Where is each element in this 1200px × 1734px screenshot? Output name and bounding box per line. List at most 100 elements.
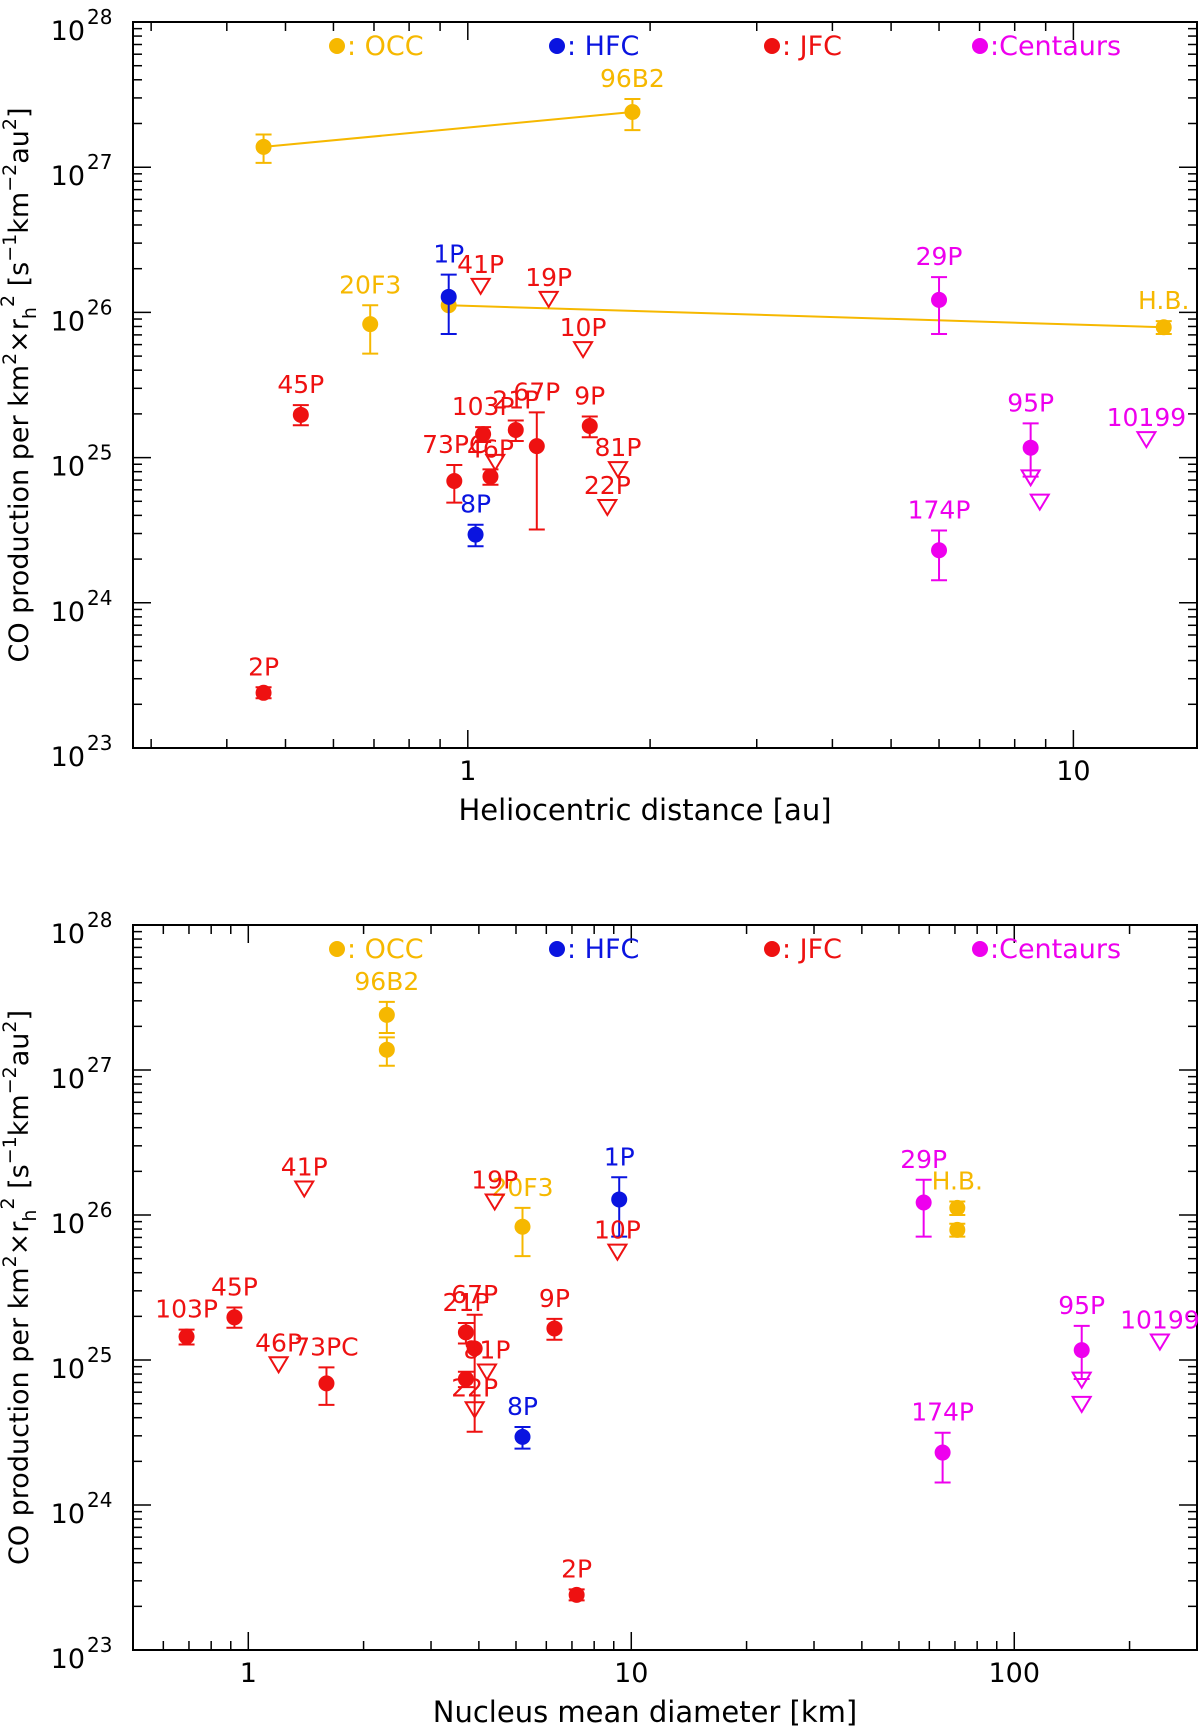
data-label: 10199 [1120,1306,1200,1335]
y-tick-exponent: 28 [87,908,112,932]
legend-entry-hfc: : HFC [549,31,639,62]
upper-limit-marker [606,1243,629,1262]
data-point-jfc: 46P [255,1328,302,1375]
data-marker [255,138,272,155]
data-point-occ [378,1036,395,1067]
upper-limit-marker [1149,1333,1171,1352]
series-line [448,304,1164,329]
data-point-jfc: 10P [560,313,607,360]
y-tick-exponent: 28 [87,5,112,29]
x-axis-label: Nucleus mean diameter [km] [433,1695,857,1729]
y-tick-base: 10 [51,306,85,337]
data-label: 2P [561,1554,592,1583]
y-tick-exponent: 24 [87,586,112,610]
data-label: 73PC [294,1332,358,1361]
legend-marker [329,941,345,957]
data-label: 1P [433,240,464,269]
data-marker [446,472,463,489]
y-label-unit: ] [4,107,35,118]
data-marker [568,1586,585,1603]
data-label: 41P [457,250,504,279]
legend-label: :Centaurs [990,31,1121,62]
y-label-sup: 2 [0,353,21,365]
data-label: H.B. [1138,286,1189,315]
data-marker [475,426,492,443]
upper-limit-marker [1070,1371,1093,1390]
y-label-sup: 2 [0,1255,21,1267]
y-label-text: ×r [4,318,35,353]
legend-entry-jfc: : JFC [764,934,842,965]
y-label-unit: [s [4,262,35,295]
upper-limit-marker [293,1180,316,1199]
y-tick-exponent: 24 [87,1488,112,1512]
y-tick-label: 10 [51,919,85,950]
y-label-sup: −1 [0,1136,21,1164]
data-label: 95P [1007,388,1054,417]
data-marker [1022,439,1039,456]
y-tick-label: 10 [51,1644,85,1675]
legend-marker [329,38,345,54]
data-label: 46P [255,1328,302,1357]
data-point-centaurs: 95P [1058,1291,1105,1380]
data-label: 96B2 [354,967,419,996]
data-marker [611,1191,628,1208]
data-point-jfc: 45P [211,1273,258,1329]
y-tick-exponent: 25 [87,441,112,465]
y-tick-exponent: 26 [87,1198,112,1222]
y-tick-base: 10 [51,161,85,192]
data-point-jfc: 73PC [294,1332,359,1406]
data-label: 8P [507,1392,538,1421]
data-point-jfc: 19P [525,263,572,309]
data-point-occ [255,133,272,164]
y-label-unit: km [4,1094,35,1136]
legend-entry-centaurs: :Centaurs [972,31,1121,62]
legend-entry-occ: : OCC [329,934,424,965]
data-label: 10P [560,313,607,342]
y-tick-base: 10 [51,1354,85,1385]
data-marker [1155,319,1172,336]
data-point-jfc: 9P [539,1284,570,1341]
data-label: 22P [584,471,631,500]
legend-label: : OCC [347,934,424,965]
data-point-occ: 20F3 [339,270,401,355]
y-label-sub: h [19,307,41,319]
data-point-centaurs [1070,1395,1093,1414]
data-label: 96B2 [600,64,665,93]
data-label: 19P [525,263,572,292]
y-label-sub: h [19,1210,41,1222]
upper-limit-marker [463,1401,486,1420]
data-point-centaurs [1019,469,1042,488]
data-marker [528,438,545,455]
y-tick-label: 10 [51,742,85,773]
legend-entry-occ: : OCC [329,31,424,62]
legend-label: :Centaurs [990,934,1121,965]
data-point-jfc: 2P [561,1554,592,1603]
upper-limit-marker [1070,1395,1093,1414]
upper-limit-marker [537,290,560,309]
data-marker [457,1324,474,1341]
data-marker [915,1194,932,1211]
y-ticks [133,21,1197,749]
y-label-sup: −2 [0,164,21,192]
data-point-jfc: 103P [452,392,515,444]
y-label-sup: −1 [0,234,21,262]
x-ticks [150,22,1075,748]
upper-limit-marker [476,1363,498,1382]
data-marker [931,291,948,308]
data-point-hfc: 1P [604,1142,635,1238]
data-point-occ: 96B2 [600,64,665,132]
data-label: 174P [911,1398,974,1427]
y-tick-base: 10 [51,742,85,773]
plot-frame [132,21,1198,749]
upper-limit-marker [1028,493,1051,512]
data-point-jfc: 46P [467,434,514,486]
data-label: 67P [513,377,560,406]
data-label: 103P [452,392,515,421]
data-label: 103P [155,1295,218,1324]
legend-marker [764,941,780,957]
data-marker [507,421,524,438]
data-point-hfc: 8P [460,490,491,548]
y-label-unit: au [4,1033,35,1067]
data-point-jfc: 45P [277,370,324,427]
plot-frame [132,924,1198,1651]
